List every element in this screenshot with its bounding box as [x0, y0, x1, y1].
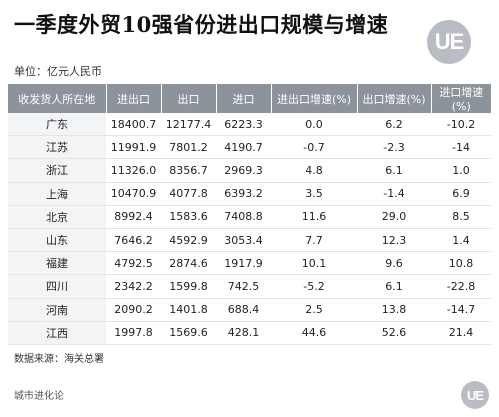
ue-logo: UE — [427, 20, 471, 64]
cell-export: 2874.6 — [161, 251, 216, 276]
cell-total: 10470.9 — [106, 182, 161, 206]
header-location: 收发货人所在地 — [8, 84, 107, 113]
cell-location: 河南 — [8, 298, 106, 322]
cell-location: 广东 — [8, 113, 106, 137]
table-row: 江西 1997.8 1569.6 428.1 44.6 52.6 21.4 — [8, 321, 491, 345]
header-import-growth: 进口增速(%) — [431, 84, 491, 113]
table-header-row: 收发货人所在地 进出口 出口 进口 进出口增速(%) 出口增速(%) 进口增速(… — [8, 84, 491, 113]
cell-location: 福建 — [8, 251, 106, 276]
cell-import-growth: -22.8 — [431, 274, 491, 299]
cell-location: 江西 — [8, 321, 106, 345]
cell-total: 2090.2 — [106, 298, 161, 322]
cell-export: 4077.8 — [161, 182, 216, 206]
cell-export-growth: 6.2 — [357, 113, 431, 137]
cell-total: 11991.9 — [106, 135, 161, 160]
cell-export-growth: 9.6 — [357, 251, 431, 276]
cell-total-growth: 11.6 — [271, 205, 357, 229]
cell-export-growth: 6.1 — [357, 274, 431, 299]
cell-export-growth: 52.6 — [357, 321, 431, 345]
cell-total: 8992.4 — [106, 205, 161, 229]
cell-export-growth: -2.3 — [357, 135, 431, 160]
table-row: 江苏 11991.9 7801.2 4190.7 -0.7 -2.3 -14 — [8, 135, 491, 160]
cell-total-growth: 7.7 — [271, 228, 357, 253]
table-row: 浙江 11326.0 8356.7 2969.3 4.8 6.1 1.0 — [8, 158, 491, 183]
cell-import-growth: 21.4 — [431, 321, 491, 345]
cell-import: 428.1 — [216, 321, 271, 345]
cell-export: 8356.7 — [161, 158, 216, 183]
cell-import-growth: 1.4 — [431, 228, 491, 253]
cell-export-growth: 6.1 — [357, 158, 431, 183]
page-title: 一季度外贸10强省份进出口规模与增速 — [14, 12, 389, 37]
cell-total-growth: 3.5 — [271, 182, 357, 206]
header-total: 进出口 — [106, 84, 162, 113]
cell-export-growth: -1.4 — [357, 182, 431, 206]
cell-export-growth: 13.8 — [357, 298, 431, 322]
cell-export: 1401.8 — [161, 298, 216, 322]
cell-export: 1569.6 — [161, 321, 216, 345]
table-row: 广东 18400.7 12177.4 6223.3 0.0 6.2 -10.2 — [8, 113, 491, 137]
cell-export: 12177.4 — [161, 113, 216, 137]
cell-location: 四川 — [8, 274, 106, 299]
cell-location: 浙江 — [8, 158, 106, 183]
cell-total: 2342.2 — [106, 274, 161, 299]
cell-export: 1583.6 — [161, 205, 216, 229]
cell-location: 山东 — [8, 228, 106, 253]
cell-import: 7408.8 — [216, 205, 271, 229]
unit-label: 单位：亿元人民币 — [14, 65, 102, 78]
table-row: 四川 2342.2 1599.8 742.5 -5.2 6.1 -22.8 — [8, 274, 491, 299]
header-export: 出口 — [161, 84, 217, 113]
cell-export: 7801.2 — [161, 135, 216, 160]
cell-total: 1997.8 — [106, 321, 161, 345]
cell-import: 3053.4 — [216, 228, 271, 253]
cell-total-growth: -0.7 — [271, 135, 357, 160]
cell-import: 742.5 — [216, 274, 271, 299]
cell-import-growth: -14.7 — [431, 298, 491, 322]
cell-import: 2969.3 — [216, 158, 271, 183]
trade-table: 收发货人所在地 进出口 出口 进口 进出口增速(%) 出口增速(%) 进口增速(… — [8, 84, 491, 345]
header-import: 进口 — [216, 84, 272, 113]
table-row: 山东 7646.2 4592.9 3053.4 7.7 12.3 1.4 — [8, 228, 491, 253]
cell-export-growth: 29.0 — [357, 205, 431, 229]
cell-total: 7646.2 — [106, 228, 161, 253]
cell-total: 18400.7 — [106, 113, 161, 137]
cell-total: 11326.0 — [106, 158, 161, 183]
cell-import-growth: 1.0 — [431, 158, 491, 183]
cell-import-growth: 10.8 — [431, 251, 491, 276]
cell-total-growth: 44.6 — [271, 321, 357, 345]
header-total-growth: 进出口增速(%) — [271, 84, 358, 113]
cell-total-growth: 0.0 — [271, 113, 357, 137]
cell-export: 1599.8 — [161, 274, 216, 299]
table-row: 福建 4792.5 2874.6 1917.9 10.1 9.6 10.8 — [8, 251, 491, 276]
cell-import: 4190.7 — [216, 135, 271, 160]
cell-import: 6223.3 — [216, 113, 271, 137]
table-row: 河南 2090.2 1401.8 688.4 2.5 13.8 -14.7 — [8, 298, 491, 322]
cell-export-growth: 12.3 — [357, 228, 431, 253]
cell-location: 江苏 — [8, 135, 106, 160]
cell-total-growth: 2.5 — [271, 298, 357, 322]
cell-import: 6393.2 — [216, 182, 271, 206]
table-row: 北京 8992.4 1583.6 7408.8 11.6 29.0 8.5 — [8, 205, 491, 229]
cell-total-growth: 10.1 — [271, 251, 357, 276]
cell-import: 1917.9 — [216, 251, 271, 276]
cell-import-growth: 6.9 — [431, 182, 491, 206]
cell-import-growth: 8.5 — [431, 205, 491, 229]
footer-brand: 城市进化论 — [14, 391, 64, 402]
cell-total: 4792.5 — [106, 251, 161, 276]
cell-export: 4592.9 — [161, 228, 216, 253]
table-row: 上海 10470.9 4077.8 6393.2 3.5 -1.4 6.9 — [8, 182, 491, 206]
cell-total-growth: -5.2 — [271, 274, 357, 299]
cell-import-growth: -10.2 — [431, 113, 491, 137]
footer-logo: UE — [461, 381, 489, 409]
cell-import: 688.4 — [216, 298, 271, 322]
cell-location: 上海 — [8, 182, 106, 206]
cell-import-growth: -14 — [431, 135, 491, 160]
cell-location: 北京 — [8, 205, 106, 229]
header-export-growth: 出口增速(%) — [357, 84, 432, 113]
data-source: 数据来源：海关总署 — [14, 354, 104, 365]
cell-total-growth: 4.8 — [271, 158, 357, 183]
